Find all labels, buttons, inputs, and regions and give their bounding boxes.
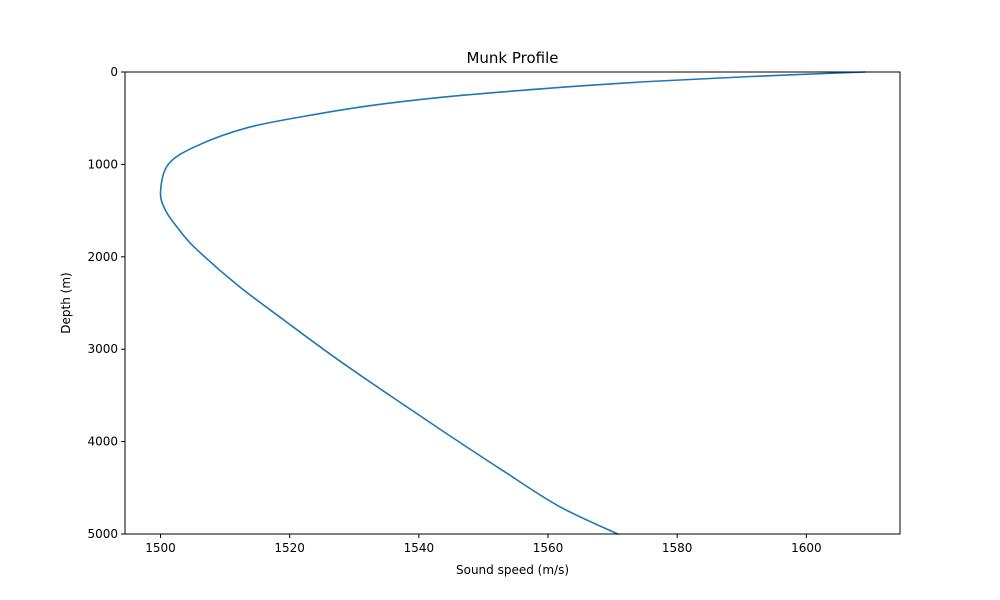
x-tick-label: 1500 <box>145 541 176 555</box>
chart-title: Munk Profile <box>466 49 558 67</box>
plot-area <box>159 71 866 535</box>
x-tick-label: 1540 <box>404 541 435 555</box>
series-line-sound-speed <box>159 71 866 535</box>
y-tick-label: 5000 <box>87 527 118 541</box>
x-tick-label: 1520 <box>274 541 305 555</box>
y-tick-label: 2000 <box>87 250 118 264</box>
x-axis-label: Sound speed (m/s) <box>456 563 569 577</box>
y-axis-label: Depth (m) <box>59 272 73 333</box>
x-tick-label: 1580 <box>662 541 693 555</box>
y-tick-label: 4000 <box>87 435 118 449</box>
y-tick-label: 1000 <box>87 157 118 171</box>
x-tick-label: 1560 <box>533 541 564 555</box>
y-axis-ticks: 0 1000 2000 3000 4000 5000 <box>87 65 125 541</box>
y-tick-label: 3000 <box>87 342 118 356</box>
y-tick-label: 0 <box>110 65 118 79</box>
x-tick-label: 1600 <box>791 541 822 555</box>
axes-frame <box>124 71 901 535</box>
x-axis-ticks: 1500 1520 1540 1560 1580 1600 <box>145 534 822 555</box>
